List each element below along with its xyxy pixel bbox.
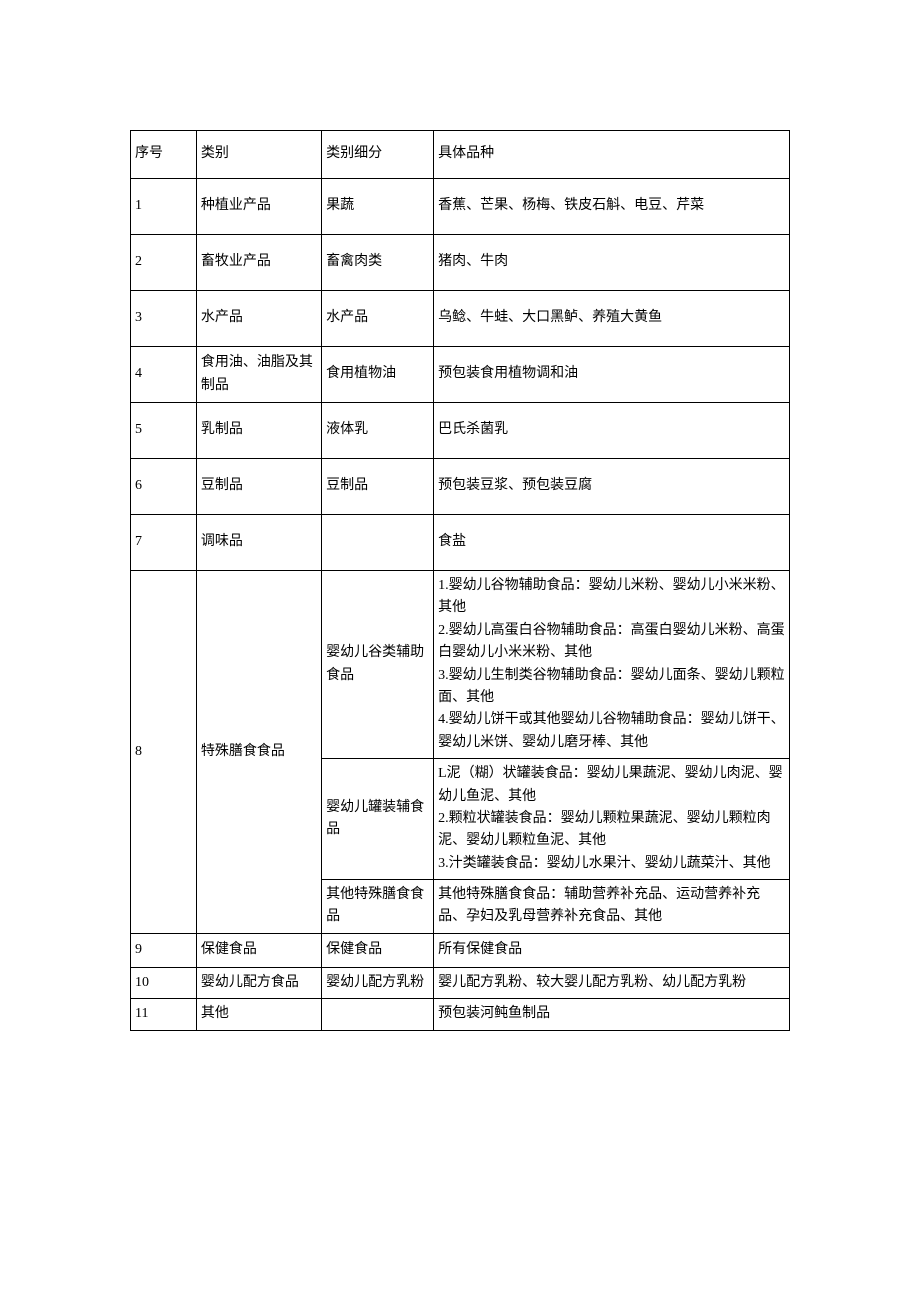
- table-row: 5 乳制品 液体乳 巴氏杀菌乳: [131, 403, 790, 459]
- cell-category: 水产品: [196, 291, 321, 347]
- cell-subcategory: 畜禽肉类: [322, 235, 434, 291]
- cell-category: 其他: [196, 999, 321, 1030]
- cell-category: 豆制品: [196, 459, 321, 515]
- cell-subcategory: 豆制品: [322, 459, 434, 515]
- cell-detail: 食盐: [434, 515, 790, 571]
- cell-category: 婴幼儿配方食品: [196, 967, 321, 998]
- food-category-table: 序号 类别 类别细分 具体品种 1 种植业产品 果蔬 香蕉、芒果、杨梅、铁皮石斛…: [130, 130, 790, 1031]
- header-num: 序号: [131, 131, 197, 179]
- cell-num: 4: [131, 347, 197, 403]
- cell-detail: 乌鲶、牛蛙、大口黑鲈、养殖大黄鱼: [434, 291, 790, 347]
- cell-subcategory: 液体乳: [322, 403, 434, 459]
- cell-category: 畜牧业产品: [196, 235, 321, 291]
- table-row: 8 特殊膳食食品 婴幼儿谷类辅助食品 1.婴幼儿谷物辅助食品：婴幼儿米粉、婴幼儿…: [131, 571, 790, 759]
- header-subcategory: 类别细分: [322, 131, 434, 179]
- table-row: 10 婴幼儿配方食品 婴幼儿配方乳粉 婴儿配方乳粉、较大婴儿配方乳粉、幼儿配方乳…: [131, 967, 790, 998]
- cell-detail: 猪肉、牛肉: [434, 235, 790, 291]
- table-row: 7 调味品 食盐: [131, 515, 790, 571]
- table-row: 9 保健食品 保健食品 所有保健食品: [131, 933, 790, 967]
- cell-num: 2: [131, 235, 197, 291]
- cell-subcategory: 婴幼儿配方乳粉: [322, 967, 434, 998]
- header-detail: 具体品种: [434, 131, 790, 179]
- cell-category: 种植业产品: [196, 179, 321, 235]
- cell-subcategory: [322, 515, 434, 571]
- table-header-row: 序号 类别 类别细分 具体品种: [131, 131, 790, 179]
- cell-num: 5: [131, 403, 197, 459]
- cell-subcategory: 食用植物油: [322, 347, 434, 403]
- cell-subcategory: 婴幼儿谷类辅助食品: [322, 571, 434, 759]
- cell-detail: L泥（糊）状罐装食品：婴幼儿果蔬泥、婴幼儿肉泥、婴幼儿鱼泥、其他2.颗粒状罐装食…: [434, 759, 790, 880]
- cell-subcategory: [322, 999, 434, 1030]
- table-row: 3 水产品 水产品 乌鲶、牛蛙、大口黑鲈、养殖大黄鱼: [131, 291, 790, 347]
- cell-category: 特殊膳食食品: [196, 571, 321, 934]
- cell-num: 11: [131, 999, 197, 1030]
- table-row: 1 种植业产品 果蔬 香蕉、芒果、杨梅、铁皮石斛、电豆、芹菜: [131, 179, 790, 235]
- table-row: 6 豆制品 豆制品 预包装豆浆、预包装豆腐: [131, 459, 790, 515]
- cell-detail: 预包装豆浆、预包装豆腐: [434, 459, 790, 515]
- cell-category: 保健食品: [196, 933, 321, 967]
- cell-num: 8: [131, 571, 197, 934]
- cell-category: 食用油、油脂及其制品: [196, 347, 321, 403]
- cell-subcategory: 保健食品: [322, 933, 434, 967]
- cell-num: 10: [131, 967, 197, 998]
- cell-num: 9: [131, 933, 197, 967]
- cell-detail: 预包装河鲀鱼制品: [434, 999, 790, 1030]
- cell-detail: 香蕉、芒果、杨梅、铁皮石斛、电豆、芹菜: [434, 179, 790, 235]
- table-row: 11 其他 预包装河鲀鱼制品: [131, 999, 790, 1030]
- cell-detail: 所有保健食品: [434, 933, 790, 967]
- cell-detail: 巴氏杀菌乳: [434, 403, 790, 459]
- cell-category: 调味品: [196, 515, 321, 571]
- header-category: 类别: [196, 131, 321, 179]
- table-row: 2 畜牧业产品 畜禽肉类 猪肉、牛肉: [131, 235, 790, 291]
- cell-subcategory: 水产品: [322, 291, 434, 347]
- cell-detail: 预包装食用植物调和油: [434, 347, 790, 403]
- cell-subcategory: 果蔬: [322, 179, 434, 235]
- cell-subcategory: 其他特殊膳食食品: [322, 880, 434, 934]
- cell-subcategory: 婴幼儿罐装辅食品: [322, 759, 434, 880]
- cell-num: 1: [131, 179, 197, 235]
- cell-detail: 1.婴幼儿谷物辅助食品：婴幼儿米粉、婴幼儿小米米粉、其他2.婴幼儿高蛋白谷物辅助…: [434, 571, 790, 759]
- cell-detail: 婴儿配方乳粉、较大婴儿配方乳粉、幼儿配方乳粉: [434, 967, 790, 998]
- cell-detail: 其他特殊膳食食品：辅助营养补充品、运动营养补充品、孕妇及乳母营养补充食品、其他: [434, 880, 790, 934]
- cell-num: 3: [131, 291, 197, 347]
- cell-num: 6: [131, 459, 197, 515]
- table-row: 4 食用油、油脂及其制品 食用植物油 预包装食用植物调和油: [131, 347, 790, 403]
- cell-num: 7: [131, 515, 197, 571]
- cell-category: 乳制品: [196, 403, 321, 459]
